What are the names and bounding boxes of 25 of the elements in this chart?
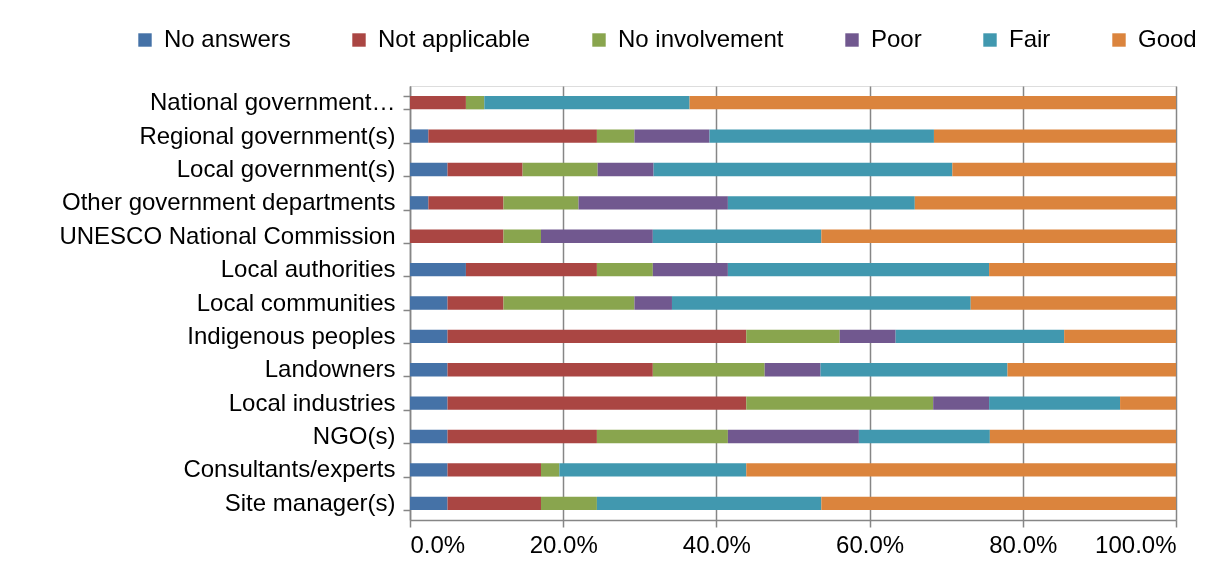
y-tick-label: Local authorities bbox=[220, 255, 396, 283]
legend-label: No answers bbox=[164, 25, 291, 52]
x-tick-label: 0.0% bbox=[410, 530, 466, 558]
legend-label: Poor bbox=[871, 25, 922, 52]
y-tick-label: Indigenous peoples bbox=[187, 321, 396, 349]
x-tick-label: 100.0% bbox=[1095, 530, 1177, 558]
y-tick-label: Local government(s) bbox=[176, 154, 396, 182]
y-tick-label: Landowners bbox=[264, 355, 396, 383]
y-tick-label: UNESCO National Commission bbox=[59, 221, 396, 249]
y-tick-label: NGO(s) bbox=[312, 422, 396, 450]
x-tick-label: 60.0% bbox=[836, 530, 905, 558]
y-tick-label: Consultants/experts bbox=[183, 455, 396, 483]
legend-label: Not applicable bbox=[378, 25, 531, 52]
y-tick-label: Site manager(s) bbox=[224, 488, 396, 516]
x-tick-label: 80.0% bbox=[989, 530, 1058, 558]
y-tick-label: National government… bbox=[150, 88, 396, 116]
y-tick-label: Regional government(s) bbox=[139, 121, 396, 149]
y-tick-label: Local industries bbox=[228, 388, 396, 416]
x-tick-label: 40.0% bbox=[682, 530, 751, 558]
legend-label: No involvement bbox=[618, 25, 784, 52]
x-tick-label: 20.0% bbox=[529, 530, 598, 558]
y-tick-label: Local communities bbox=[196, 288, 396, 316]
y-tick-label: Other government departments bbox=[61, 188, 396, 216]
legend-label: Good bbox=[1138, 25, 1197, 52]
legend-label: Fair bbox=[1009, 25, 1051, 52]
